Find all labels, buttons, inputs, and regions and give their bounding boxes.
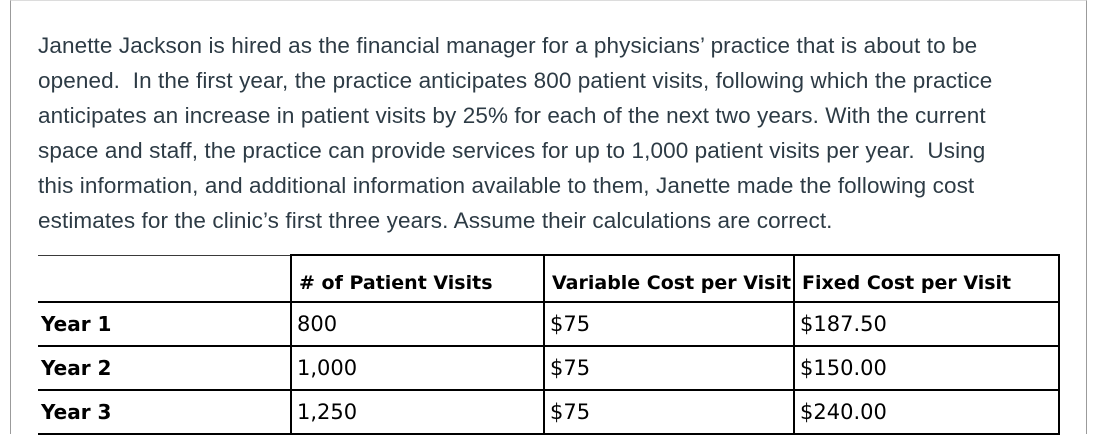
paragraph-line: Janette Jackson is hired as the financia… bbox=[38, 33, 978, 58]
column-header-blank bbox=[38, 254, 292, 303]
cell-year-1-fixed-cost: $187.50 bbox=[793, 301, 1060, 347]
paragraph-line: space and staff, the practice can provid… bbox=[38, 138, 986, 163]
cell-year-2-variable-cost: $75 bbox=[543, 345, 795, 391]
cell-year-3-variable-cost: $75 bbox=[543, 389, 795, 435]
row-label-year-1: Year 1 bbox=[38, 301, 292, 347]
column-header-patient-visits: # of Patient Visits bbox=[290, 254, 545, 303]
cell-year-3-fixed-cost: $240.00 bbox=[793, 389, 1060, 435]
paragraph-line: estimates for the clinic’s first three y… bbox=[38, 208, 833, 233]
cell-year-3-patient-visits: 1,250 bbox=[290, 389, 545, 435]
cost-estimates-table: # of Patient Visits Variable Cost per Vi… bbox=[38, 254, 1060, 435]
row-label-year-2: Year 2 bbox=[38, 345, 292, 391]
table-header-row: # of Patient Visits Variable Cost per Vi… bbox=[38, 254, 1060, 303]
cell-year-1-variable-cost: $75 bbox=[543, 301, 795, 347]
table-row-year-3: Year 3 1,250 $75 $240.00 bbox=[38, 389, 1060, 435]
paragraph-line: anticipates an increase in patient visit… bbox=[38, 103, 986, 128]
cell-year-1-patient-visits: 800 bbox=[290, 301, 545, 347]
paragraph-line: this information, and additional informa… bbox=[38, 173, 975, 198]
row-label-year-3: Year 3 bbox=[38, 389, 292, 435]
column-header-fixed-cost: Fixed Cost per Visit bbox=[793, 254, 1060, 303]
column-header-variable-cost: Variable Cost per Visit bbox=[543, 254, 795, 303]
question-panel: Janette Jackson is hired as the financia… bbox=[10, 0, 1087, 435]
table-row-year-2: Year 2 1,000 $75 $150.00 bbox=[38, 345, 1060, 391]
paragraph-line: opened. In the first year, the practice … bbox=[38, 68, 993, 93]
problem-statement: Janette Jackson is hired as the financia… bbox=[38, 28, 992, 238]
cell-year-2-fixed-cost: $150.00 bbox=[793, 345, 1060, 391]
cell-year-2-patient-visits: 1,000 bbox=[290, 345, 545, 391]
table-row-year-1: Year 1 800 $75 $187.50 bbox=[38, 301, 1060, 347]
